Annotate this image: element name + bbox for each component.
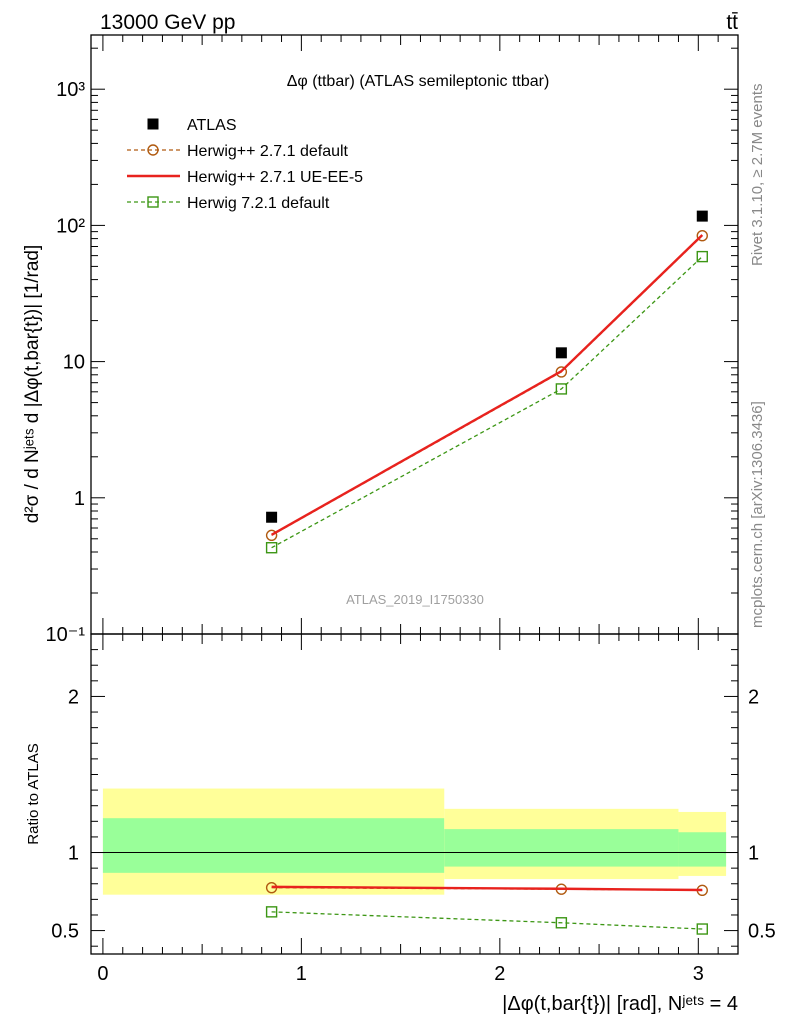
main-data-point: [265, 529, 278, 542]
ratio-band-green: [444, 829, 679, 867]
ratio-uncertainty-bands: [91, 788, 738, 895]
ratio-band-green: [102, 818, 445, 873]
main-data-point: [266, 511, 278, 523]
main-data-point: [265, 542, 278, 554]
main-data-point: [696, 210, 708, 222]
main-y-tick-label: 1: [74, 488, 85, 510]
main-y-tick-label: 10⁻¹: [46, 624, 86, 646]
ratio-band-green: [678, 832, 727, 867]
main-series-line: [271, 256, 703, 549]
main-series-group: [265, 210, 708, 554]
ratio-y-tick-label: 0.5: [51, 921, 79, 943]
ratio-y-tick-label-right: 0.5: [748, 921, 776, 943]
main-data-point: [696, 250, 708, 263]
main-y-tick-label: 10: [63, 352, 85, 374]
legend-entry: ATLAS: [147, 117, 237, 134]
legend-entry: Herwig++ 2.7.1 UE-EE-5: [127, 169, 363, 186]
analysis-watermark: ATLAS_2019_I1750330: [346, 592, 484, 607]
ratio-data-point: [265, 906, 278, 918]
legend-label: Herwig 7.2.1 default: [187, 195, 330, 212]
ratio-y-tick-label-right: 1: [748, 843, 759, 865]
ratio-y-tick-label-right: 2: [748, 686, 759, 708]
legend: ATLAS Herwig++ 2.7.1 default Herwig++ 2.7.…: [127, 117, 363, 212]
rivet-label: Rivet 3.1.10, ≥ 2.7M events: [749, 84, 766, 267]
main-y-axis-label: d²σ / d Nʲᵉᵗˢ d |Δφ(t,bar{t})| [1/rad]: [22, 245, 43, 524]
x-tick-label: 3: [693, 963, 704, 985]
main-y-tick-label: 10³: [56, 79, 85, 101]
mcplots-label: mcplots.cern.ch [arXiv:1306.3436]: [749, 401, 766, 628]
ratio-series-line: [271, 911, 703, 930]
x-tick-label: 0: [97, 963, 108, 985]
legend-entry: Herwig 7.2.1 default: [127, 195, 330, 212]
ratio-y-tick-label: 2: [68, 686, 79, 708]
main-y-tick-label: 10²: [56, 215, 85, 237]
legend-marker: [147, 196, 159, 208]
main-series-line: [271, 234, 704, 536]
process-label: tt̄: [726, 11, 738, 34]
main-data-point: [555, 347, 567, 359]
ratio-axis-ticks: 0.5 0.5 1 1 2 2 0 1 2 3: [51, 633, 776, 985]
x-tick-label: 2: [494, 963, 505, 985]
ratio-y-axis-label: Ratio to ATLAS: [25, 743, 42, 844]
legend-marker: [147, 118, 159, 130]
x-axis-label: |Δφ(t,bar{t})| [rad], Nʲᵉᵗˢ = 4: [502, 993, 738, 1015]
main-axis-ticks: 10⁻¹ 1 10 10² 10³: [46, 35, 738, 646]
ratio-data-point: [696, 923, 708, 935]
energy-label: 13000 GeV pp: [100, 11, 235, 34]
legend-marker: [147, 144, 159, 156]
legend-entry: Herwig++ 2.7.1 default: [127, 143, 349, 160]
x-tick-label: 1: [296, 963, 307, 985]
ratio-series-line: [271, 885, 703, 892]
chart-title: Δφ (ttbar) (ATLAS semileptonic ttbar): [287, 73, 550, 90]
ratio-y-tick-label: 1: [68, 843, 79, 865]
legend-label: ATLAS: [187, 117, 237, 134]
ratio-series-group: [265, 881, 708, 935]
ratio-data-point: [555, 917, 568, 929]
main-data-point: [555, 383, 568, 395]
main-data-point: [696, 230, 708, 242]
legend-label: Herwig++ 2.7.1 UE-EE-5: [187, 169, 363, 186]
main-data-point: [555, 366, 568, 378]
main-series-line: [271, 235, 703, 536]
ratio-panel-frame: [90, 633, 739, 955]
legend-label: Herwig++ 2.7.1 default: [187, 143, 349, 160]
